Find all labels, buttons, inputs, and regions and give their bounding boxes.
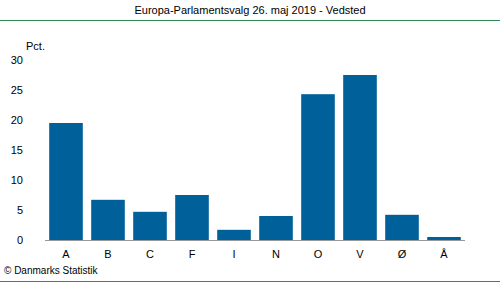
y-tick-label: 10	[11, 174, 23, 186]
x-tick-label: O	[314, 248, 323, 260]
bar	[259, 216, 293, 240]
x-tick-label: N	[272, 248, 280, 260]
x-tick-label: V	[356, 248, 364, 260]
y-tick-label: 25	[11, 84, 23, 96]
x-tick-label: Ø	[398, 248, 407, 260]
x-tick-label: A	[62, 248, 70, 260]
y-axis-label: Pct.	[26, 40, 45, 52]
title-rule	[0, 20, 500, 21]
bar	[217, 230, 251, 240]
x-tick-label: I	[232, 248, 235, 260]
x-axis-line	[45, 240, 465, 241]
bar	[427, 237, 461, 240]
y-tick-label: 0	[17, 234, 23, 246]
y-tick-label: 15	[11, 144, 23, 156]
bar	[301, 94, 335, 240]
bar	[91, 200, 125, 240]
source: © Danmarks Statistik	[4, 265, 99, 276]
chart: Europa-Parlamentsvalg 26. maj 2019 - Ved…	[0, 0, 500, 282]
bar	[175, 195, 209, 240]
bars	[49, 75, 461, 240]
title: Europa-Parlamentsvalg 26. maj 2019 - Ved…	[134, 4, 365, 16]
bar	[133, 212, 167, 240]
y-tick-label: 30	[11, 54, 23, 66]
bar	[385, 215, 419, 240]
x-tick-label: Å	[440, 248, 448, 260]
x-tick-label: B	[104, 248, 111, 260]
footer-rule	[0, 281, 500, 282]
bar	[343, 75, 377, 240]
y-tick-label: 5	[17, 204, 23, 216]
x-tick-label: F	[189, 248, 196, 260]
x-tick-label: C	[146, 248, 154, 260]
y-tick-label: 20	[11, 114, 23, 126]
bar	[49, 123, 83, 240]
